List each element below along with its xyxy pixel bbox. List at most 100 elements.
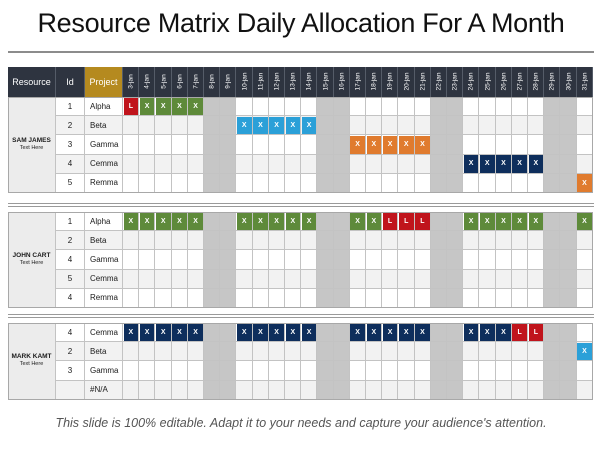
day-cell[interactable] bbox=[171, 154, 188, 174]
day-cell[interactable] bbox=[560, 250, 577, 270]
allocation-mark[interactable]: X bbox=[269, 116, 284, 135]
allocation-mark[interactable]: X bbox=[350, 135, 365, 154]
day-cell[interactable] bbox=[187, 231, 204, 251]
day-cell[interactable] bbox=[220, 116, 237, 136]
day-cell[interactable] bbox=[123, 250, 140, 270]
allocation-mark[interactable]: X bbox=[139, 212, 155, 231]
day-cell[interactable] bbox=[544, 380, 561, 400]
day-cell[interactable] bbox=[479, 135, 496, 155]
allocation-mark[interactable]: X bbox=[398, 135, 414, 154]
day-cell[interactable] bbox=[366, 173, 383, 193]
day-cell[interactable] bbox=[268, 97, 285, 117]
allocation-mark[interactable]: X bbox=[253, 116, 268, 135]
day-cell[interactable] bbox=[560, 135, 577, 155]
allocation-mark[interactable]: X bbox=[269, 212, 284, 231]
day-cell[interactable] bbox=[544, 116, 561, 136]
allocation-mark[interactable]: X bbox=[253, 323, 268, 342]
day-cell[interactable] bbox=[204, 97, 221, 117]
day-cell[interactable] bbox=[155, 269, 172, 289]
day-cell[interactable] bbox=[349, 154, 366, 174]
day-cell[interactable] bbox=[463, 361, 480, 381]
day-cell[interactable] bbox=[252, 173, 269, 193]
day-cell[interactable] bbox=[333, 116, 350, 136]
day-cell[interactable] bbox=[123, 288, 140, 308]
allocation-mark[interactable]: X bbox=[366, 212, 382, 231]
day-cell[interactable] bbox=[479, 250, 496, 270]
day-cell[interactable] bbox=[447, 288, 464, 308]
day-cell[interactable] bbox=[528, 97, 545, 117]
day-cell[interactable] bbox=[155, 116, 172, 136]
day-cell[interactable] bbox=[495, 288, 512, 308]
day-cell[interactable] bbox=[236, 288, 253, 308]
day-cell[interactable] bbox=[430, 135, 447, 155]
day-cell[interactable] bbox=[463, 380, 480, 400]
day-cell[interactable] bbox=[301, 97, 318, 117]
day-cell[interactable] bbox=[479, 231, 496, 251]
allocation-mark[interactable]: X bbox=[236, 116, 252, 135]
day-cell[interactable] bbox=[204, 380, 221, 400]
day-cell[interactable] bbox=[204, 212, 221, 232]
allocation-mark[interactable]: X bbox=[269, 323, 284, 342]
day-cell[interactable] bbox=[317, 97, 334, 117]
day-cell[interactable] bbox=[333, 323, 350, 343]
day-cell[interactable] bbox=[349, 269, 366, 289]
day-cell[interactable] bbox=[252, 361, 269, 381]
day-cell[interactable] bbox=[544, 135, 561, 155]
day-cell[interactable] bbox=[560, 231, 577, 251]
day-cell[interactable] bbox=[414, 173, 431, 193]
day-cell[interactable] bbox=[495, 380, 512, 400]
day-cell[interactable] bbox=[576, 288, 593, 308]
day-cell[interactable] bbox=[528, 135, 545, 155]
day-cell[interactable] bbox=[398, 380, 415, 400]
day-cell[interactable] bbox=[495, 361, 512, 381]
day-cell[interactable] bbox=[560, 173, 577, 193]
day-cell[interactable] bbox=[528, 250, 545, 270]
allocation-mark[interactable]: X bbox=[463, 155, 479, 173]
day-cell[interactable] bbox=[430, 269, 447, 289]
day-cell[interactable] bbox=[544, 361, 561, 381]
day-cell[interactable] bbox=[220, 361, 237, 381]
day-cell[interactable] bbox=[560, 342, 577, 362]
day-cell[interactable] bbox=[268, 173, 285, 193]
day-cell[interactable] bbox=[317, 380, 334, 400]
day-cell[interactable] bbox=[430, 173, 447, 193]
day-cell[interactable] bbox=[544, 342, 561, 362]
day-cell[interactable] bbox=[495, 97, 512, 117]
day-cell[interactable] bbox=[139, 116, 156, 136]
day-cell[interactable] bbox=[414, 154, 431, 174]
day-cell[interactable] bbox=[236, 361, 253, 381]
day-cell[interactable] bbox=[236, 269, 253, 289]
day-cell[interactable] bbox=[479, 380, 496, 400]
day-cell[interactable] bbox=[139, 342, 156, 362]
day-cell[interactable] bbox=[447, 135, 464, 155]
day-cell[interactable] bbox=[220, 342, 237, 362]
day-cell[interactable] bbox=[430, 361, 447, 381]
day-cell[interactable] bbox=[252, 135, 269, 155]
day-cell[interactable] bbox=[139, 154, 156, 174]
day-cell[interactable] bbox=[398, 231, 415, 251]
day-cell[interactable] bbox=[204, 361, 221, 381]
day-cell[interactable] bbox=[204, 342, 221, 362]
day-cell[interactable] bbox=[528, 173, 545, 193]
day-cell[interactable] bbox=[430, 212, 447, 232]
day-cell[interactable] bbox=[139, 250, 156, 270]
day-cell[interactable] bbox=[317, 342, 334, 362]
day-cell[interactable] bbox=[414, 97, 431, 117]
day-cell[interactable] bbox=[123, 135, 140, 155]
day-cell[interactable] bbox=[447, 269, 464, 289]
day-cell[interactable] bbox=[187, 173, 204, 193]
day-cell[interactable] bbox=[220, 173, 237, 193]
day-cell[interactable] bbox=[398, 97, 415, 117]
day-cell[interactable] bbox=[382, 116, 399, 136]
day-cell[interactable] bbox=[414, 250, 431, 270]
allocation-mark[interactable]: X bbox=[528, 155, 544, 173]
day-cell[interactable] bbox=[560, 116, 577, 136]
day-cell[interactable] bbox=[511, 116, 528, 136]
day-cell[interactable] bbox=[544, 250, 561, 270]
day-cell[interactable] bbox=[252, 342, 269, 362]
day-cell[interactable] bbox=[382, 288, 399, 308]
day-cell[interactable] bbox=[576, 135, 593, 155]
day-cell[interactable] bbox=[268, 361, 285, 381]
day-cell[interactable] bbox=[366, 342, 383, 362]
day-cell[interactable] bbox=[204, 173, 221, 193]
